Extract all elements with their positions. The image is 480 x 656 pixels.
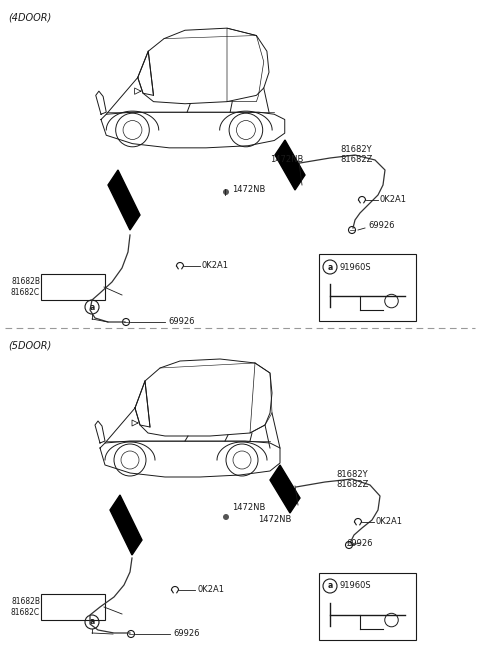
Text: 0K2A1: 0K2A1: [198, 586, 225, 594]
Polygon shape: [270, 465, 300, 513]
Text: 69926: 69926: [173, 630, 200, 638]
Text: a: a: [327, 581, 333, 590]
Text: 0K2A1: 0K2A1: [376, 518, 403, 527]
Text: (5DOOR): (5DOOR): [8, 340, 51, 350]
Text: 81682Y
81682Z: 81682Y 81682Z: [336, 470, 368, 489]
FancyBboxPatch shape: [41, 274, 105, 300]
FancyBboxPatch shape: [319, 573, 416, 640]
Text: (4DOOR): (4DOOR): [8, 12, 51, 22]
Text: 69926: 69926: [168, 318, 194, 327]
Text: 0K2A1: 0K2A1: [380, 195, 407, 205]
Text: 81682B
81682C: 81682B 81682C: [11, 598, 40, 617]
FancyBboxPatch shape: [319, 254, 416, 321]
Circle shape: [223, 514, 229, 520]
Text: a: a: [89, 617, 95, 626]
Polygon shape: [275, 140, 305, 190]
Text: 91960S: 91960S: [340, 262, 372, 272]
Polygon shape: [108, 170, 140, 230]
Text: 69926: 69926: [368, 220, 395, 230]
Circle shape: [223, 189, 229, 195]
Text: 81682Y
81682Z: 81682Y 81682Z: [340, 145, 372, 165]
Text: 1472NB: 1472NB: [232, 186, 265, 194]
Text: 1472NB: 1472NB: [232, 504, 265, 512]
Text: a: a: [89, 302, 95, 312]
Text: 0K2A1: 0K2A1: [202, 262, 229, 270]
Text: 81682B
81682C: 81682B 81682C: [11, 277, 40, 297]
Text: 69926: 69926: [346, 539, 372, 548]
FancyBboxPatch shape: [41, 594, 105, 620]
Polygon shape: [110, 495, 142, 555]
Text: 1472NB: 1472NB: [270, 155, 303, 165]
Text: 1472NB: 1472NB: [258, 516, 291, 525]
Text: a: a: [327, 262, 333, 272]
Text: 91960S: 91960S: [340, 581, 372, 590]
